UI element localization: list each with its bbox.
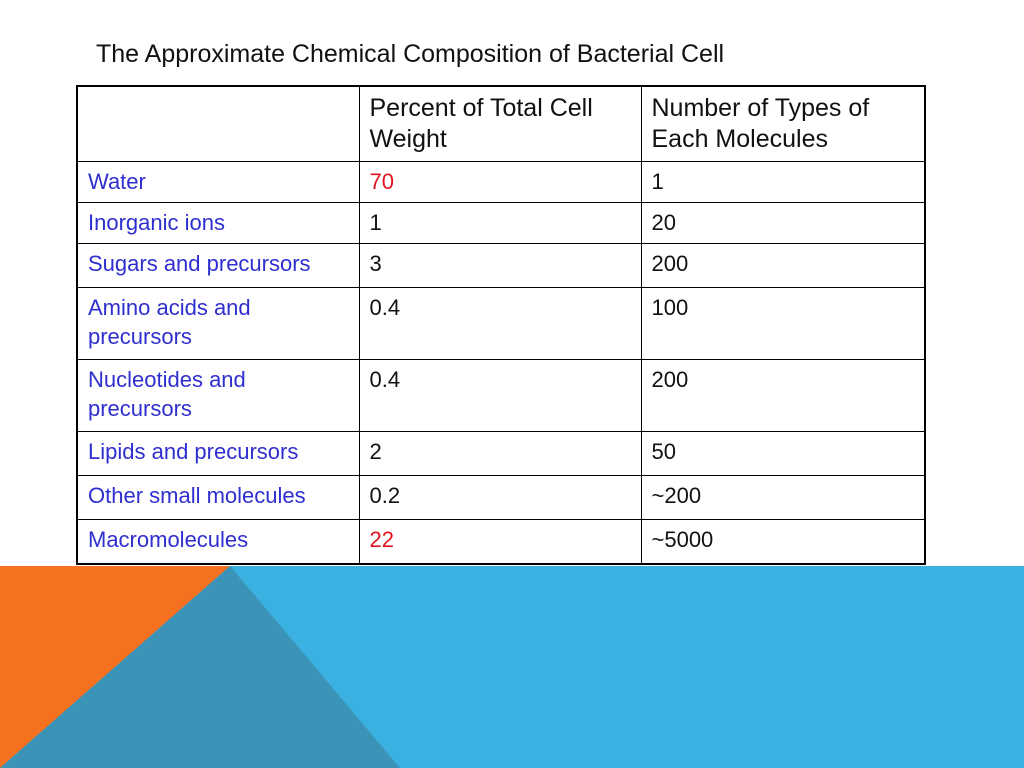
table-row: Nucleotides and precursors 0.4 200 [76,359,926,432]
types-cell: 100 [640,287,926,360]
row-label: Water [76,161,360,203]
table-row: Other small molecules 0.2 ~200 [76,475,926,520]
row-label: Nucleotides and precursors [76,359,360,432]
row-label: Macromolecules [76,519,360,564]
types-cell: 200 [640,359,926,432]
table-row: Sugars and precursors 3 200 [76,243,926,288]
table-row: Water 70 1 [76,161,926,203]
footer-teal-triangle [0,566,400,768]
percent-cell: 0.4 [358,287,642,360]
table-row: Inorganic ions 1 20 [76,202,926,244]
types-cell: 50 [640,431,926,476]
types-cell: 20 [640,202,926,244]
row-label: Lipids and precursors [76,431,360,476]
row-label: Other small molecules [76,475,360,520]
types-cell: 200 [640,243,926,288]
percent-cell: 2 [358,431,642,476]
percent-cell: 70 [358,161,642,203]
percent-cell: 22 [358,519,642,564]
decorative-footer-band [0,566,1024,768]
row-label: Amino acids and precursors [76,287,360,360]
types-cell: ~200 [640,475,926,520]
header-percent-weight: Percent of Total Cell Weight [358,85,642,162]
percent-cell: 0.2 [358,475,642,520]
table-row: Macromolecules 22 ~5000 [76,519,926,564]
percent-cell: 1 [358,202,642,244]
percent-cell: 0.4 [358,359,642,432]
table-row: Lipids and precursors 2 50 [76,431,926,476]
composition-table: Percent of Total Cell Weight Number of T… [76,85,926,565]
header-empty-cell [76,85,360,162]
header-number-of-types: Number of Types of Each Molecules [640,85,926,162]
table-header-row: Percent of Total Cell Weight Number of T… [76,85,926,162]
slide-title: The Approximate Chemical Composition of … [96,40,725,68]
row-label: Sugars and precursors [76,243,360,288]
table-row: Amino acids and precursors 0.4 100 [76,287,926,360]
percent-cell: 3 [358,243,642,288]
types-cell: 1 [640,161,926,203]
row-label: Inorganic ions [76,202,360,244]
types-cell: ~5000 [640,519,926,564]
